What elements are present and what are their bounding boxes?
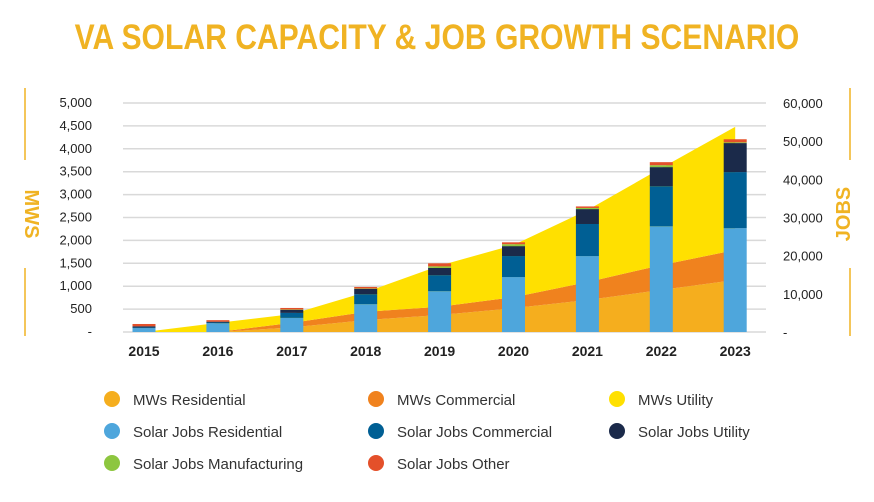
bar-solar-jobs-residential (723, 228, 747, 332)
left-tick-label: 500 (70, 301, 92, 316)
bar-solar-jobs-residential (428, 291, 452, 332)
left-tick-label: 4,000 (59, 141, 92, 156)
legend-marker (368, 391, 384, 407)
bar-solar-jobs-utility (723, 143, 747, 173)
bar-solar-jobs-residential (132, 328, 156, 332)
bar-solar-jobs-utility (132, 326, 156, 328)
legend-marker (104, 391, 120, 407)
right-tick-label: 60,000 (783, 96, 823, 111)
bar-solar-jobs-manufacturing (575, 207, 599, 210)
legend-label: Solar Jobs Manufacturing (133, 456, 303, 473)
bar-solar-jobs-manufacturing (649, 165, 673, 168)
bar-solar-jobs-other (280, 307, 304, 310)
bar-solar-jobs-residential (575, 256, 599, 332)
legend-marker (104, 455, 120, 471)
x-tick-label: 2022 (646, 343, 677, 359)
bar-solar-jobs-manufacturing (723, 142, 747, 144)
bar-solar-jobs-other (354, 286, 378, 289)
bar-solar-jobs-other (502, 242, 525, 245)
legend-marker (609, 423, 625, 439)
bar-solar-jobs-other (428, 263, 452, 267)
bar-solar-jobs-utility (280, 309, 304, 313)
bar-solar-jobs-other (206, 320, 230, 322)
legend-label: Solar Jobs Utility (638, 424, 750, 441)
left-tick-label: 3,500 (59, 164, 92, 179)
bar-solar-jobs-utility (354, 288, 378, 295)
legend-label: MWs Utility (638, 392, 713, 409)
bar-solar-jobs-other (649, 162, 673, 166)
legend-label: MWs Residential (133, 392, 246, 409)
left-tick-label: 1,000 (59, 278, 92, 293)
bar-solar-jobs-utility (428, 267, 452, 276)
bar-solar-jobs-commercial (428, 275, 452, 292)
bar-solar-jobs-commercial (649, 186, 673, 227)
bar-solar-jobs-residential (502, 277, 525, 332)
x-tick-label: 2016 (202, 343, 233, 359)
left-tick-label: 1,500 (59, 255, 92, 270)
bar-solar-jobs-utility (502, 246, 525, 257)
legend-label: Solar Jobs Other (397, 456, 510, 473)
bar-solar-jobs-commercial (132, 327, 156, 329)
left-tick-label: 2,000 (59, 232, 92, 247)
bar-solar-jobs-other (132, 323, 156, 327)
bar-solar-jobs-residential (354, 304, 378, 332)
right-axis-label: JOBS (833, 187, 855, 241)
right-tick-label: - (783, 325, 787, 340)
legend-marker (609, 391, 625, 407)
x-tick-label: 2018 (350, 343, 381, 359)
x-tick-label: 2021 (572, 343, 603, 359)
x-tick-label: 2015 (128, 343, 159, 359)
bar-solar-jobs-commercial (723, 172, 747, 229)
left-tick-label: 3,000 (59, 187, 92, 202)
left-axis-label: MWS (20, 190, 42, 239)
bar-solar-jobs-other (575, 206, 599, 208)
legend-label: Solar Jobs Commercial (397, 424, 552, 441)
bar-solar-jobs-residential (649, 226, 673, 332)
right-tick-label: 40,000 (783, 172, 823, 187)
chart-title: VA SOLAR CAPACITY & JOB GROWTH SCENARIO (74, 18, 800, 57)
right-tick-label: 10,000 (783, 287, 823, 302)
x-tick-label: 2017 (276, 343, 307, 359)
bar-solar-jobs-other (723, 139, 747, 143)
left-tick-label: 5,000 (59, 95, 92, 110)
legend-marker (104, 423, 120, 439)
left-tick-label: 4,500 (59, 118, 92, 133)
bar-solar-jobs-commercial (206, 322, 230, 324)
x-tick-label: 2019 (424, 343, 455, 359)
right-tick-label: 30,000 (783, 211, 823, 226)
bar-solar-jobs-utility (575, 209, 599, 224)
legend-marker (368, 423, 384, 439)
x-tick-label: 2023 (720, 343, 751, 359)
area-mws-commercial (144, 250, 736, 332)
right-tick-label: 20,000 (783, 249, 823, 264)
bar-solar-jobs-commercial (354, 294, 378, 305)
left-tick-label: 2,500 (59, 210, 92, 225)
bar-solar-jobs-utility (206, 321, 230, 323)
legend-marker (368, 455, 384, 471)
bar-solar-jobs-manufacturing (428, 266, 452, 268)
x-tick-label: 2020 (498, 343, 529, 359)
bar-solar-jobs-residential (206, 323, 230, 332)
bar-solar-jobs-utility (649, 167, 673, 187)
bar-solar-jobs-commercial (502, 256, 525, 278)
left-tick-label: - (88, 324, 92, 339)
legend-label: Solar Jobs Residential (133, 424, 282, 441)
bar-solar-jobs-commercial (575, 223, 599, 257)
legend-label: MWs Commercial (397, 392, 515, 409)
bar-solar-jobs-manufacturing (502, 244, 525, 247)
bar-solar-jobs-commercial (280, 312, 304, 318)
bar-solar-jobs-residential (280, 317, 304, 332)
right-tick-label: 50,000 (783, 134, 823, 149)
